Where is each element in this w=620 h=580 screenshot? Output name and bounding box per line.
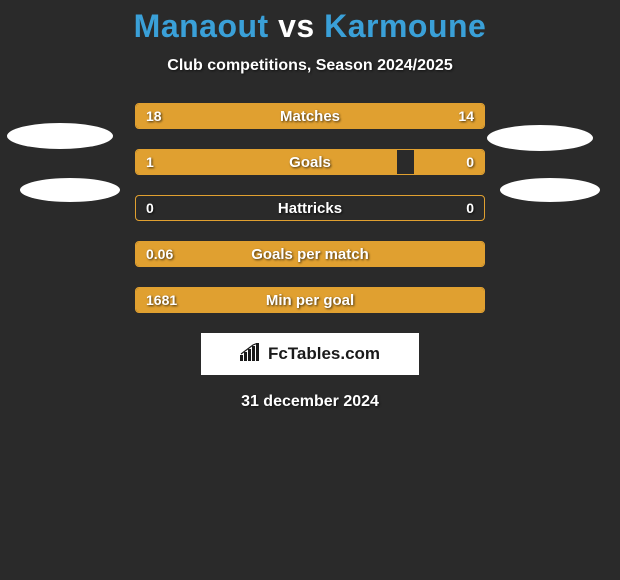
bars-icon	[240, 343, 262, 366]
stat-value-right: 14	[458, 104, 474, 128]
stat-label: Min per goal	[136, 288, 484, 312]
date-label: 31 december 2024	[0, 393, 620, 411]
stat-label: Goals	[136, 150, 484, 174]
stat-value-right: 0	[466, 150, 474, 174]
stat-label: Hattricks	[136, 196, 484, 220]
stat-row: 0Hattricks0	[135, 195, 485, 221]
stat-row: 1681Min per goal	[135, 287, 485, 313]
title-vs: vs	[269, 8, 324, 44]
stat-label: Matches	[136, 104, 484, 128]
title-player-right: Karmoune	[324, 8, 486, 44]
brand-text: FcTables.com	[268, 344, 380, 364]
title-player-left: Manaout	[134, 8, 269, 44]
page-title: Manaout vs Karmoune	[0, 8, 620, 45]
stat-row: 18Matches14	[135, 103, 485, 129]
stat-label: Goals per match	[136, 242, 484, 266]
stat-row: 0.06Goals per match	[135, 241, 485, 267]
subtitle: Club competitions, Season 2024/2025	[0, 57, 620, 75]
infographic-root: Manaout vs Karmoune Club competitions, S…	[0, 0, 620, 411]
brand-badge: FcTables.com	[201, 333, 419, 375]
stat-row: 1Goals0	[135, 149, 485, 175]
stats-area: 18Matches141Goals00Hattricks00.06Goals p…	[0, 103, 620, 313]
bar-list: 18Matches141Goals00Hattricks00.06Goals p…	[0, 103, 620, 313]
stat-value-right: 0	[466, 196, 474, 220]
